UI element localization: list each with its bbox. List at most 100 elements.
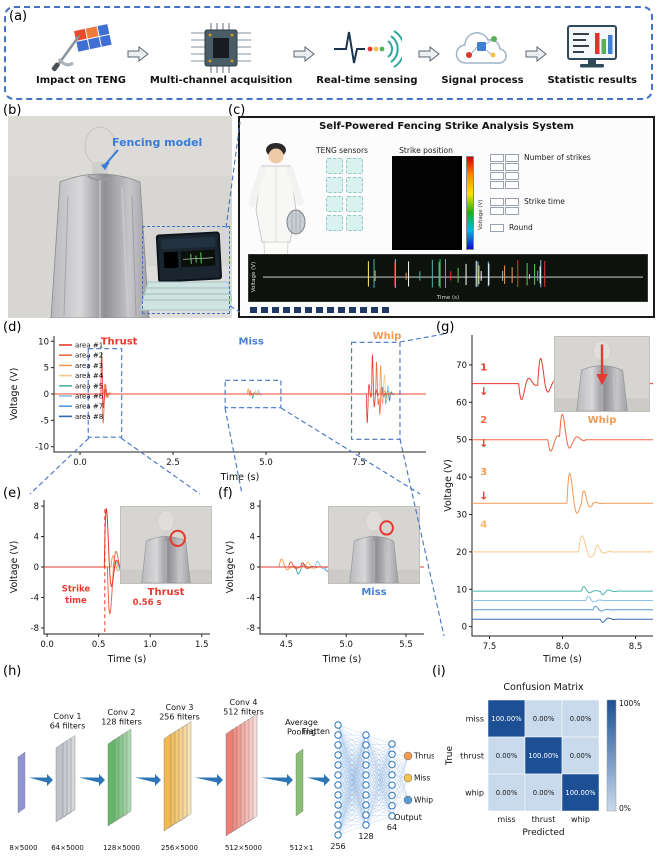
svg-text:Voltage (V): Voltage (V) (9, 541, 20, 594)
svg-text:5: 5 (44, 364, 49, 374)
svg-text:Time (s): Time (s) (436, 295, 459, 301)
channel-indicator-square (261, 307, 268, 313)
svg-text:Thrust: Thrust (101, 336, 138, 347)
chip-icon (191, 22, 252, 73)
svg-text:10: 10 (38, 337, 49, 347)
svg-text:1.5: 1.5 (195, 640, 209, 650)
confusion-matrix-chart: Confusion Matrix 100.00% 0.00% 0.00% 0.00% 10… (438, 674, 660, 856)
field-value-boxes (490, 198, 519, 215)
svg-text:0.00%: 0.00% (570, 752, 592, 760)
svg-text:128 filters: 128 filters (101, 718, 142, 727)
svg-text:Thrust: Thrust (413, 752, 434, 761)
svg-text:Voltage (V): Voltage (V) (443, 459, 454, 512)
svg-text:2: 2 (480, 415, 487, 426)
field-round: Round (490, 223, 654, 233)
laptop-highlight-box (142, 226, 230, 314)
svg-text:Predicted: Predicted (522, 828, 564, 838)
svg-text:-4: -4 (247, 593, 255, 603)
monitor-stats-icon (567, 24, 618, 67)
svg-text:area #6: area #6 (75, 393, 104, 401)
svg-text:1: 1 (480, 363, 487, 374)
mannequin-thrust-icon (121, 507, 211, 583)
svg-text:8: 8 (250, 502, 255, 512)
field-strike-time: Strike time (490, 197, 654, 215)
field-value-boxes (490, 224, 504, 232)
mannequin-whip-icon (555, 337, 649, 411)
panel-label-d: (d) (3, 320, 22, 335)
field-value-cell (490, 163, 504, 171)
teng-sensors-label: TENG sensors (316, 146, 368, 155)
svg-text:0: 0 (250, 563, 255, 573)
svg-text:128: 128 (358, 832, 373, 841)
teng-sensor-cell (326, 158, 343, 174)
svg-text:miss: miss (497, 815, 515, 824)
svg-text:512×5000: 512×5000 (225, 844, 262, 852)
svg-text:256: 256 (330, 842, 345, 851)
panel-label-f: (f) (218, 486, 233, 501)
teng-sensor-cell (326, 196, 343, 212)
svg-text:5.0: 5.0 (259, 458, 273, 468)
svg-text:5.5: 5.5 (399, 640, 413, 650)
svg-text:100.00%: 100.00% (565, 789, 596, 797)
svg-text:64: 64 (387, 823, 397, 832)
svg-text:whip: whip (571, 815, 590, 824)
whip-label: Whip (587, 415, 617, 426)
svg-text:2.5: 2.5 (166, 458, 180, 468)
panel-label-a: (a) (9, 9, 28, 24)
teng-sensor-grid (326, 158, 363, 231)
svg-text:0.00%: 0.00% (533, 715, 555, 723)
svg-text:True: True (445, 745, 455, 766)
field-label: Strike time (524, 197, 565, 206)
svg-text:Voltage (V): Voltage (V) (225, 541, 236, 594)
teng-sensor-cell (346, 215, 363, 231)
step-label: Real-time sensing (316, 74, 418, 86)
realtime-voltage-chart: Voltage (V) Time (s) (248, 254, 648, 302)
channel-indicator-square (349, 307, 356, 313)
svg-text:256 filters: 256 filters (159, 713, 200, 722)
field-label: Round (509, 223, 533, 232)
chart-thrust-zoom: Thrust 0.0 0.5 1.0 1.5 -8 -4 0 4 8 Time (s) Voltag… (8, 494, 216, 665)
fencing-model-annotation: Fencing model (112, 136, 203, 149)
svg-text:0: 0 (462, 623, 467, 633)
svg-text:0.00%: 0.00% (570, 715, 592, 723)
svg-text:Pooling: Pooling (287, 728, 316, 737)
svg-text:Conv 1: Conv 1 (54, 712, 82, 721)
svg-text:↓: ↓ (479, 437, 488, 450)
svg-text:Output: Output (394, 813, 422, 822)
svg-text:Conv 3: Conv 3 (166, 703, 194, 712)
svg-text:100%: 100% (619, 699, 640, 708)
panel-label-h: (h) (3, 664, 22, 679)
svg-text:128×5000: 128×5000 (103, 844, 140, 852)
svg-text:Time (s): Time (s) (107, 654, 147, 664)
svg-text:4: 4 (250, 533, 255, 543)
svg-text:4: 4 (480, 520, 487, 531)
svg-text:0: 0 (34, 563, 39, 573)
teng-sensor-cell (326, 177, 343, 193)
svg-text:0.00%: 0.00% (496, 752, 518, 760)
field-number-of-strikes: Number of strikes (490, 153, 654, 189)
svg-text:-4: -4 (31, 593, 39, 603)
field-label: Number of strikes (524, 153, 591, 162)
svg-text:10: 10 (456, 585, 467, 595)
svg-text:7.5: 7.5 (483, 642, 497, 652)
svg-text:thrust: thrust (460, 752, 484, 761)
analysis-app-window: Self-Powered Fencing Strike Analysis Sys… (238, 116, 655, 318)
field-value-cell (490, 181, 504, 189)
cnn-architecture-diagram: 8×5000 Conv 1 64 filters 64×5000 Conv 2 128 f… (4, 678, 438, 856)
strike-position-display (392, 156, 462, 250)
svg-text:area #5: area #5 (75, 382, 103, 390)
svg-text:area #7: area #7 (75, 403, 103, 411)
svg-text:↓: ↓ (479, 385, 488, 398)
annotation-arrow-icon (101, 149, 119, 170)
channel-indicator-square (338, 307, 345, 313)
field-value-cell (505, 163, 519, 171)
field-value-cell (505, 181, 519, 189)
svg-text:8.5: 8.5 (629, 642, 643, 652)
channel-indicator-square (294, 307, 301, 313)
thrust-label: Thrust (147, 587, 185, 598)
svg-text:area #1: area #1 (75, 342, 103, 350)
svg-text:30: 30 (456, 510, 467, 520)
svg-text:Miss: Miss (239, 336, 264, 347)
step-label: Multi-channel acquisition (149, 74, 293, 86)
